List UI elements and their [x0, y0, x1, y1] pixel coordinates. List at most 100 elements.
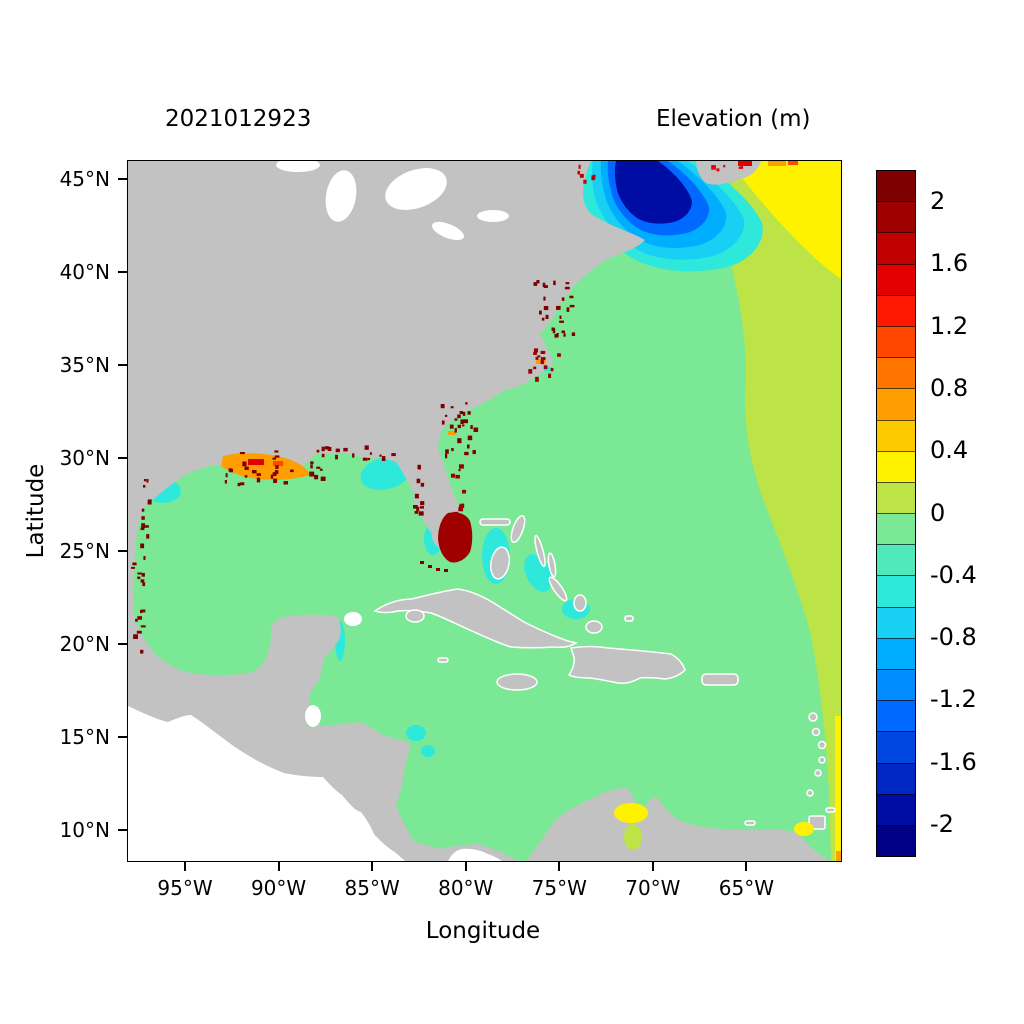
colorbar-segment: [877, 824, 915, 857]
x-tick-label: 80°W: [438, 876, 494, 900]
speckle-chesapeake-delaware: [543, 285, 548, 288]
speckle-texas-coast: [140, 527, 145, 531]
speckle-texas-coast: [142, 582, 146, 587]
speckle-carolina-sounds: [557, 353, 561, 357]
speckle-mexico-coast: [140, 609, 146, 613]
colorbar-segment: [877, 201, 915, 233]
speckle-georgia-carolina-coast: [441, 420, 445, 425]
speckle-georgia-carolina-coast: [463, 419, 468, 424]
yucatan-channel-blank: [344, 612, 362, 626]
lake-erie: [432, 221, 464, 241]
speckle-panhandle-coast: [343, 447, 348, 452]
colorbar-tick-label: 1.6: [930, 249, 969, 278]
gulf-of-maine-navy-core: [614, 161, 692, 224]
island-andros: [489, 546, 511, 580]
speckle-chesapeake-delaware: [569, 295, 574, 299]
colorbar-segment: [877, 419, 915, 451]
speckle-texas-coast: [146, 534, 150, 539]
red-dash-top-edge: [788, 161, 798, 165]
colorbar: [876, 170, 916, 857]
colorbar-segment: [877, 575, 915, 607]
x-tick-mark: [277, 862, 280, 871]
speckle-panhandle-coast: [367, 457, 370, 461]
lake-huron: [385, 168, 447, 210]
island-long-island: [548, 576, 568, 602]
x-tick-label: 70°W: [625, 876, 681, 900]
speckle-texas-coast: [146, 479, 149, 483]
speckle-texas-coast: [141, 508, 145, 512]
y-tick-mark: [118, 643, 127, 646]
great-lakes: [276, 161, 509, 241]
speckle-georgia-carolina-coast: [457, 414, 461, 419]
island-st-lucia: [818, 756, 826, 764]
island-st-vincent: [814, 769, 822, 777]
colorbar-segment: [877, 294, 915, 326]
speckle-georgia-carolina-coast: [464, 451, 469, 456]
speckle-nova-scotia-shore: [738, 166, 744, 169]
plot-title-timestamp: 2021012923: [165, 106, 312, 132]
colorbar-segment: [877, 606, 915, 638]
speckle-louisiana-delta: [224, 480, 227, 484]
speckle-nova-scotia-shore: [723, 164, 726, 168]
colorbar-segment: [877, 481, 915, 514]
speckle-texas-coast: [141, 516, 145, 520]
island-turks: [624, 615, 634, 622]
x-tick-label: 75°W: [531, 876, 587, 900]
speckle-louisiana-delta: [290, 469, 294, 473]
speckle-panhandle-coast: [327, 447, 332, 451]
x-tick-mark: [464, 862, 467, 871]
speckle-maine-coast: [591, 175, 595, 181]
speckle-georgia-carolina-coast: [444, 414, 448, 417]
island-eleuthera: [534, 534, 546, 568]
x-tick-label: 95°W: [157, 876, 213, 900]
y-tick-label: 10°N: [59, 818, 110, 843]
speckle-georgia-carolina-coast: [467, 435, 473, 441]
speckle-georgia-carolina-coast: [467, 411, 471, 415]
y-tick-mark: [118, 177, 127, 180]
y-tick-mark: [118, 736, 127, 739]
colorbar-segment: [877, 762, 915, 794]
speckle-florida-west-coast: [418, 511, 424, 516]
colorbar-tick-label: -0.4: [930, 560, 977, 589]
x-tick-mark: [184, 862, 186, 871]
colorbar-segment: [877, 388, 915, 420]
speckle-georgia-carolina-coast: [460, 419, 464, 424]
louisiana-surge-patch: [221, 453, 310, 480]
speckle-georgia-carolina-coast: [451, 448, 454, 452]
speckle-louisiana-delta: [251, 470, 257, 474]
colorbar-tick-label: -1.2: [930, 685, 977, 714]
map-plot-area: [127, 160, 842, 862]
colorbar-tick-label: 0: [930, 498, 946, 527]
speckle-louisiana-delta: [310, 461, 314, 465]
speckle-louisiana-delta: [320, 476, 326, 481]
speckle-louisiana-delta: [316, 466, 321, 469]
speckle-georgia-carolina-coast: [462, 424, 465, 427]
y-tick-mark: [118, 363, 127, 366]
colorbar-segment: [877, 700, 915, 732]
speckle-louisiana-delta: [228, 468, 233, 472]
y-tick-mark: [118, 270, 127, 273]
x-tick-mark: [745, 862, 748, 871]
speckle-chesapeake-delaware: [543, 306, 549, 311]
colorbar-segment: [877, 731, 915, 763]
speckle-texas-coast: [137, 576, 141, 580]
speckle-georgia-carolina-coast: [445, 449, 449, 454]
speckle-louisiana-delta: [239, 482, 245, 486]
speckle-carolina-sounds: [540, 357, 546, 361]
speckle-florida-east-coast: [455, 474, 460, 479]
speckle-maine-coast: [583, 179, 587, 184]
island-dominica: [811, 727, 821, 737]
speckle-mexico-coast: [137, 616, 142, 620]
speckle-chesapeake-delaware: [561, 297, 565, 301]
speckle-louisiana-delta: [225, 473, 228, 478]
speckle-florida-east-coast: [458, 468, 461, 472]
speckle-carolina-sounds: [550, 368, 554, 372]
speckle-carolina-sounds: [528, 369, 533, 374]
speckle-georgia-carolina-coast: [472, 450, 476, 455]
speckle-louisiana-delta: [272, 457, 276, 460]
speckle-carolina-sounds: [533, 366, 537, 370]
south-florida-surge-blob: [438, 512, 473, 563]
speckle-mexico-coast: [133, 634, 138, 639]
y-tick-label: 45°N: [59, 166, 110, 191]
speckle-panhandle-coast: [335, 454, 338, 460]
